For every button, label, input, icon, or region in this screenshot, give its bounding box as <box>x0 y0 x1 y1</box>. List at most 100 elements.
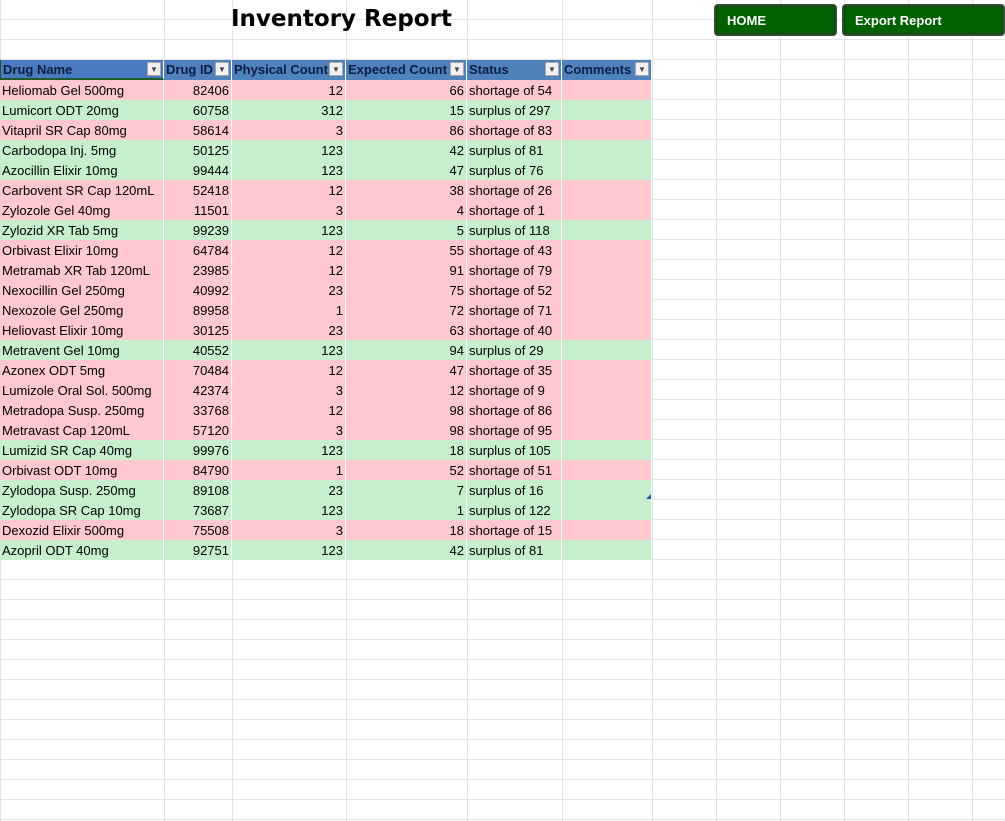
cell-id[interactable]: 60758 <box>164 100 232 120</box>
cell-physical[interactable]: 3 <box>232 120 346 140</box>
cell-name[interactable]: Lumizole Oral Sol. 500mg <box>0 380 164 400</box>
cell-physical[interactable]: 3 <box>232 520 346 540</box>
table-row[interactable]: Metramab XR Tab 120mL 23985 12 91 shortage o… <box>0 260 652 280</box>
cell-id[interactable]: 99976 <box>164 440 232 460</box>
filter-dropdown-icon[interactable]: ▼ <box>450 62 464 76</box>
cell-name[interactable]: Metravent Gel 10mg <box>0 340 164 360</box>
cell-status[interactable]: shortage of 83 <box>467 120 562 140</box>
table-row[interactable]: Azonex ODT 5mg 70484 12 47 shortage of 35 <box>0 360 652 380</box>
column-header[interactable]: Physical Count ▼ <box>232 60 346 80</box>
table-row[interactable]: Nexozole Gel 250mg 89958 1 72 shortage of 71 <box>0 300 652 320</box>
table-row[interactable]: Zylozole Gel 40mg 11501 3 4 shortage of 1 <box>0 200 652 220</box>
table-row[interactable]: Azopril ODT 40mg 92751 123 42 surplus of 81 <box>0 540 652 560</box>
cell-expected[interactable]: 15 <box>346 100 467 120</box>
cell-name[interactable]: Zylodopa SR Cap 10mg <box>0 500 164 520</box>
cell-comments[interactable] <box>562 380 652 400</box>
cell-comments[interactable] <box>562 440 652 460</box>
cell-status[interactable]: shortage of 86 <box>467 400 562 420</box>
cell-physical[interactable]: 3 <box>232 380 346 400</box>
cell-name[interactable]: Nexocillin Gel 250mg <box>0 280 164 300</box>
cell-comments[interactable] <box>562 320 652 340</box>
cell-status[interactable]: shortage of 40 <box>467 320 562 340</box>
filter-dropdown-icon[interactable]: ▼ <box>215 62 229 76</box>
cell-physical[interactable]: 12 <box>232 260 346 280</box>
cell-name[interactable]: Carbodopa Inj. 5mg <box>0 140 164 160</box>
cell-name[interactable]: Azocillin Elixir 10mg <box>0 160 164 180</box>
cell-status[interactable]: shortage of 15 <box>467 520 562 540</box>
table-row[interactable]: Zylodopa Susp. 250mg 89108 23 7 surplus of 1… <box>0 480 652 500</box>
column-header[interactable]: Status ▼ <box>467 60 562 80</box>
cell-status[interactable]: surplus of 81 <box>467 140 562 160</box>
cell-comments[interactable] <box>562 120 652 140</box>
cell-id[interactable]: 75508 <box>164 520 232 540</box>
cell-comments[interactable] <box>562 420 652 440</box>
table-row[interactable]: Vitapril SR Cap 80mg 58614 3 86 shortage of … <box>0 120 652 140</box>
table-resize-handle[interactable] <box>646 494 651 499</box>
cell-id[interactable]: 11501 <box>164 200 232 220</box>
cell-status[interactable]: shortage of 51 <box>467 460 562 480</box>
table-row[interactable]: Lumizid SR Cap 40mg 99976 123 18 surplus of … <box>0 440 652 460</box>
cell-comments[interactable] <box>562 180 652 200</box>
table-row[interactable]: Zylozid XR Tab 5mg 99239 123 5 surplus of 11… <box>0 220 652 240</box>
cell-physical[interactable]: 1 <box>232 300 346 320</box>
cell-id[interactable]: 23985 <box>164 260 232 280</box>
cell-expected[interactable]: 63 <box>346 320 467 340</box>
table-row[interactable]: Orbivast ODT 10mg 84790 1 52 shortage of 51 <box>0 460 652 480</box>
cell-id[interactable]: 73687 <box>164 500 232 520</box>
cell-comments[interactable] <box>562 160 652 180</box>
cell-comments[interactable] <box>562 460 652 480</box>
cell-physical[interactable]: 123 <box>232 220 346 240</box>
cell-expected[interactable]: 47 <box>346 160 467 180</box>
cell-id[interactable]: 40552 <box>164 340 232 360</box>
cell-expected[interactable]: 47 <box>346 360 467 380</box>
cell-comments[interactable] <box>562 280 652 300</box>
cell-id[interactable]: 92751 <box>164 540 232 560</box>
table-row[interactable]: Nexocillin Gel 250mg 40992 23 75 shortage of… <box>0 280 652 300</box>
table-row[interactable]: Carbovent SR Cap 120mL 52418 12 38 shortage … <box>0 180 652 200</box>
cell-expected[interactable]: 75 <box>346 280 467 300</box>
table-row[interactable]: Lumicort ODT 20mg 60758 312 15 surplus of 29… <box>0 100 652 120</box>
column-header[interactable]: Drug ID ▼ <box>164 60 232 80</box>
table-row[interactable]: Carbodopa Inj. 5mg 50125 123 42 surplus of 8… <box>0 140 652 160</box>
cell-physical[interactable]: 123 <box>232 500 346 520</box>
cell-name[interactable]: Metramab XR Tab 120mL <box>0 260 164 280</box>
cell-name[interactable]: Heliovast Elixir 10mg <box>0 320 164 340</box>
cell-expected[interactable]: 1 <box>346 500 467 520</box>
cell-status[interactable]: surplus of 118 <box>467 220 562 240</box>
cell-expected[interactable]: 52 <box>346 460 467 480</box>
cell-physical[interactable]: 23 <box>232 480 346 500</box>
cell-expected[interactable]: 42 <box>346 140 467 160</box>
cell-physical[interactable]: 23 <box>232 280 346 300</box>
column-header[interactable]: Comments ▼ <box>562 60 652 80</box>
cell-comments[interactable] <box>562 400 652 420</box>
cell-status[interactable]: shortage of 43 <box>467 240 562 260</box>
cell-physical[interactable]: 12 <box>232 400 346 420</box>
cell-expected[interactable]: 18 <box>346 440 467 460</box>
table-row[interactable]: Orbivast Elixir 10mg 64784 12 55 shortage of… <box>0 240 652 260</box>
cell-status[interactable]: shortage of 79 <box>467 260 562 280</box>
cell-name[interactable]: Orbivast ODT 10mg <box>0 460 164 480</box>
cell-status[interactable]: shortage of 95 <box>467 420 562 440</box>
cell-comments[interactable] <box>562 220 652 240</box>
cell-comments[interactable] <box>562 500 652 520</box>
filter-dropdown-icon[interactable]: ▼ <box>635 62 649 76</box>
cell-expected[interactable]: 18 <box>346 520 467 540</box>
cell-id[interactable]: 57120 <box>164 420 232 440</box>
cell-name[interactable]: Metradopa Susp. 250mg <box>0 400 164 420</box>
cell-status[interactable]: shortage of 26 <box>467 180 562 200</box>
cell-id[interactable]: 42374 <box>164 380 232 400</box>
table-row[interactable]: Lumizole Oral Sol. 500mg 42374 3 12 shortage… <box>0 380 652 400</box>
cell-id[interactable]: 99444 <box>164 160 232 180</box>
cell-expected[interactable]: 42 <box>346 540 467 560</box>
cell-physical[interactable]: 123 <box>232 140 346 160</box>
cell-status[interactable]: shortage of 54 <box>467 80 562 100</box>
cell-expected[interactable]: 12 <box>346 380 467 400</box>
cell-physical[interactable]: 3 <box>232 420 346 440</box>
table-row[interactable]: Heliovast Elixir 10mg 30125 23 63 shortage o… <box>0 320 652 340</box>
cell-physical[interactable]: 123 <box>232 540 346 560</box>
cell-id[interactable]: 64784 <box>164 240 232 260</box>
cell-name[interactable]: Nexozole Gel 250mg <box>0 300 164 320</box>
cell-comments[interactable] <box>562 200 652 220</box>
cell-id[interactable]: 99239 <box>164 220 232 240</box>
cell-comments[interactable] <box>562 360 652 380</box>
